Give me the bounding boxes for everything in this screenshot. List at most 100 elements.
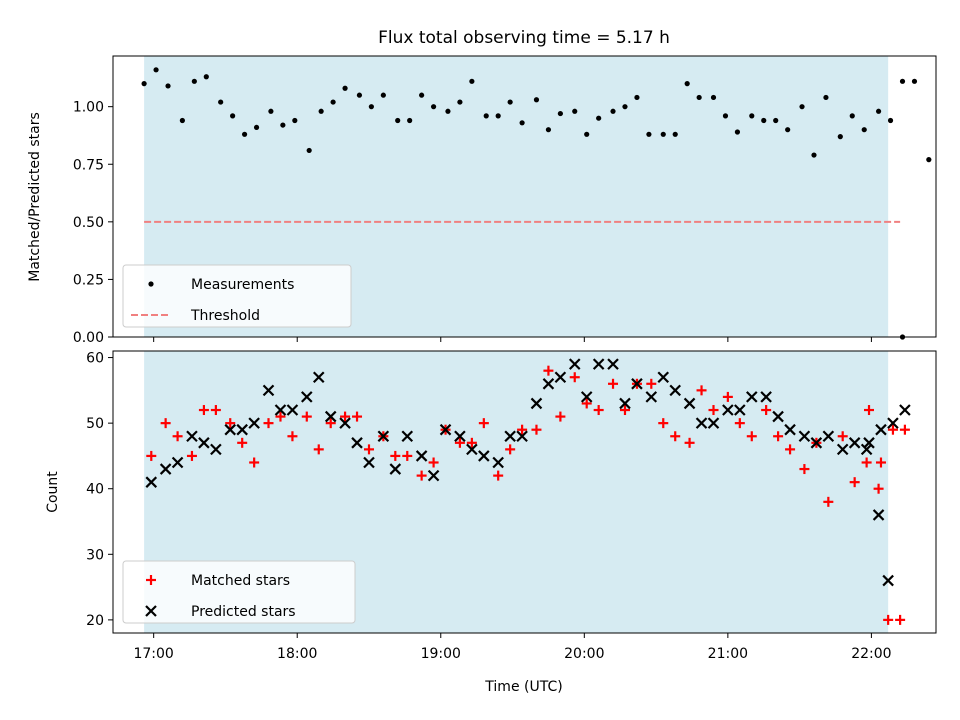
predicted-point <box>427 469 440 482</box>
measurement-point <box>395 117 401 124</box>
measurement-point <box>610 108 616 114</box>
x-tick-label: 17:00 <box>133 646 173 662</box>
matched-point <box>505 444 516 455</box>
predicted-point <box>210 443 222 456</box>
bottom-legend-label: Predicted stars <box>191 604 296 620</box>
measurement-point <box>507 99 513 105</box>
measurement-point <box>419 92 425 98</box>
measurement-point <box>799 104 805 110</box>
matched-point <box>249 457 260 468</box>
matched-point <box>517 424 528 435</box>
x-tick-label: 21:00 <box>708 646 748 662</box>
chart-title: Flux total observing time = 5.17 h <box>378 28 670 48</box>
predicted-point <box>657 371 670 384</box>
predicted-point <box>301 391 313 403</box>
matched-point <box>301 411 312 422</box>
x-tick-label: 19:00 <box>421 646 461 662</box>
top-legend-label: Threshold <box>190 308 260 324</box>
predicted-point <box>568 358 581 370</box>
measurement-point <box>153 67 159 73</box>
matched-point <box>313 444 324 455</box>
bottom-legend-box <box>122 560 356 624</box>
predicted-point <box>899 404 911 416</box>
matched-point <box>416 470 427 481</box>
measurement-point <box>218 99 224 105</box>
top-y-tick-label: 0.00 <box>73 330 104 346</box>
matched-point <box>466 437 477 448</box>
predicted-point <box>351 437 363 449</box>
matched-point <box>883 614 894 625</box>
bottom-legend-label: Matched stars <box>191 573 290 589</box>
measurement-point <box>899 78 906 84</box>
matched-point <box>493 470 504 481</box>
top-y-axis-label: Matched/Predicted stars <box>27 112 43 282</box>
measurement-point <box>785 127 791 133</box>
matched-point <box>875 457 886 468</box>
top-legend: Measurements Threshold <box>122 264 352 328</box>
matched-point <box>543 365 554 376</box>
predicted-point <box>236 423 248 436</box>
predicted-point <box>542 378 555 390</box>
bottom-y-tick-label: 20 <box>86 613 104 629</box>
matched-point <box>263 418 274 429</box>
predicted-point <box>274 404 287 416</box>
x-tick-label: 22:00 <box>851 646 891 662</box>
top-marks <box>141 67 932 340</box>
predicted-point <box>860 443 873 456</box>
predicted-point <box>466 443 478 456</box>
predicted-point <box>645 391 658 403</box>
bottom-legend: Matched stars Predicted stars <box>122 560 356 624</box>
matched-point <box>325 418 336 429</box>
legend-measurement-marker <box>148 281 154 287</box>
bottom-marks <box>145 358 911 625</box>
measurement-point <box>241 131 248 137</box>
measurement-point <box>356 92 363 98</box>
predicted-point <box>478 450 490 462</box>
measurement-point <box>545 127 552 133</box>
matched-point <box>670 431 681 442</box>
matched-point <box>581 398 592 409</box>
measurement-point <box>773 117 779 124</box>
matched-point <box>658 418 669 429</box>
measurement-point <box>861 127 867 133</box>
measurement-point <box>445 108 451 114</box>
matched-point <box>160 418 171 429</box>
measurement-point <box>696 94 702 101</box>
predicted-point <box>530 397 543 410</box>
matched-point <box>837 431 848 442</box>
measurement-point <box>849 113 855 119</box>
predicted-point <box>836 443 849 456</box>
matched-point <box>593 405 604 416</box>
bottom-series-1 <box>145 358 911 587</box>
predicted-point <box>875 423 887 436</box>
predicted-point <box>592 358 605 370</box>
measurement-point <box>430 104 437 110</box>
matched-point <box>708 405 719 416</box>
measurement-point <box>203 74 209 80</box>
bottom-y-tick-label: 40 <box>86 482 104 498</box>
predicted-point <box>607 358 619 370</box>
matched-point <box>899 424 910 435</box>
bottom-y-axis-label: Count <box>45 471 61 513</box>
predicted-point <box>401 430 414 443</box>
measurement-point <box>811 152 817 158</box>
predicted-point <box>324 410 337 423</box>
predicted-point <box>822 430 835 443</box>
measurement-point <box>179 117 185 124</box>
matched-point <box>172 431 183 442</box>
matched-point <box>340 411 351 422</box>
predicted-point <box>863 437 875 449</box>
predicted-point <box>580 391 593 403</box>
predicted-point <box>619 397 631 410</box>
measurement-point <box>469 78 475 84</box>
predicted-point <box>439 423 452 436</box>
measurement-point <box>622 104 628 110</box>
matched-point <box>873 483 884 494</box>
matched-point <box>761 405 772 416</box>
measurement-point <box>634 94 640 101</box>
measurement-point <box>572 108 578 114</box>
matched-point <box>198 405 209 416</box>
matched-point <box>684 437 695 448</box>
predicted-point <box>492 456 504 469</box>
